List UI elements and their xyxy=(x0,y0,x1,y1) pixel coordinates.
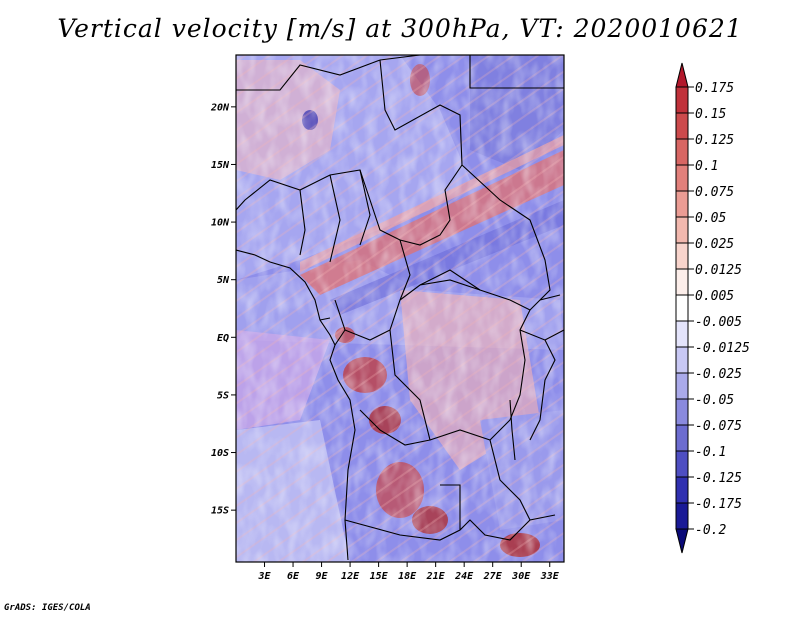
colorbar-label: -0.075 xyxy=(695,419,742,434)
lon-tick-label: 30E xyxy=(511,571,531,582)
colorbar-swatch xyxy=(675,242,689,270)
colorbar-swatch xyxy=(675,476,689,504)
coastline xyxy=(236,249,356,561)
border xyxy=(379,55,564,89)
chart-title: Vertical velocity [m/s] at 300hPa, VT: 2… xyxy=(57,14,743,43)
border xyxy=(429,309,556,441)
lon-tick-label: 3E xyxy=(257,571,271,582)
colorbar-label: -0.175 xyxy=(695,497,742,512)
colorbar-label: -0.2 xyxy=(695,523,726,538)
grads-credit: GrADS: IGES/COLA xyxy=(4,603,91,613)
map-frame xyxy=(235,54,565,563)
lat-tick-label: 15S xyxy=(211,506,229,517)
colorbar-label: -0.125 xyxy=(695,471,742,486)
border xyxy=(509,294,564,461)
colorbar-top-arrow xyxy=(675,62,689,88)
lat-tick-label: 10N xyxy=(211,218,230,229)
lon-tick-label: 33E xyxy=(540,571,560,582)
colorbar-swatch xyxy=(675,86,689,114)
colorbar-swatch xyxy=(675,502,689,530)
colorbar-swatch xyxy=(675,372,689,400)
colorbar-label: -0.005 xyxy=(695,315,742,330)
colorbar-label: -0.025 xyxy=(695,367,742,382)
lon-tick-label: 21E xyxy=(426,571,446,582)
colorbar: 0.175 0.15 0.125 0.1 0.075 0.05 0.025 0.0125 0.0… xyxy=(675,62,750,554)
colorbar-swatch xyxy=(675,138,689,166)
colorbar-label: 0.025 xyxy=(695,237,734,252)
lat-tick-label: 20N xyxy=(210,102,230,113)
lon-tick-label: 18E xyxy=(398,571,417,582)
colorbar-label: 0.0125 xyxy=(695,263,742,278)
colorbar-swatch xyxy=(675,164,689,192)
colorbar-label: 0.125 xyxy=(695,133,734,148)
colorbar-swatch xyxy=(675,320,689,348)
lon-tick-label: 24E xyxy=(454,571,474,582)
lat-tick-label: 5N xyxy=(217,275,230,286)
lon-tick-label: 6E xyxy=(287,571,300,582)
colorbar-bottom-arrow xyxy=(675,528,689,554)
border xyxy=(299,169,411,301)
colorbar-swatch xyxy=(675,216,689,244)
lat-tick-label: 5S xyxy=(217,390,229,401)
colorbar-label: 0.175 xyxy=(695,81,734,96)
colorbar-swatch xyxy=(675,398,689,426)
colorbar-label: -0.1 xyxy=(695,445,726,460)
lat-tick-label: 10S xyxy=(211,448,229,459)
colorbar-swatch xyxy=(675,294,689,322)
colorbar-swatch xyxy=(675,268,689,296)
colorbar-swatch xyxy=(675,112,689,140)
colorbar-label: -0.0125 xyxy=(695,341,750,356)
colorbar-label: 0.15 xyxy=(695,107,726,122)
lat-tick-label: EQ xyxy=(217,333,229,344)
colorbar-label: 0.05 xyxy=(695,211,726,226)
colorbar-label: 0.1 xyxy=(695,159,718,174)
lon-tick-label: 12E xyxy=(341,571,360,582)
border xyxy=(319,299,346,331)
lon-tick-label: 27E xyxy=(483,571,503,582)
colorbar-swatch xyxy=(675,450,689,478)
colorbar-swatch xyxy=(675,190,689,218)
colorbar-swatch xyxy=(675,424,689,452)
lat-tick-label: 15N xyxy=(211,160,230,171)
colorbar-swatch xyxy=(675,346,689,374)
latitude-axis: 20N 15N 10N 5N EQ 5S 10S 15S xyxy=(210,102,236,517)
border xyxy=(344,439,556,541)
colorbar-label: 0.075 xyxy=(695,185,734,200)
field-noise-texture xyxy=(236,55,564,562)
colorbar-label: 0.005 xyxy=(695,289,734,304)
colorbar-label: -0.05 xyxy=(695,393,734,408)
map-field xyxy=(236,55,564,562)
lon-tick-label: 15E xyxy=(370,571,389,582)
longitude-axis: 3E 6E 9E 12E 15E 18E 21E 24E 27E 30E 33E xyxy=(257,562,560,582)
lon-tick-label: 9E xyxy=(316,571,329,582)
country-borders xyxy=(236,55,564,561)
